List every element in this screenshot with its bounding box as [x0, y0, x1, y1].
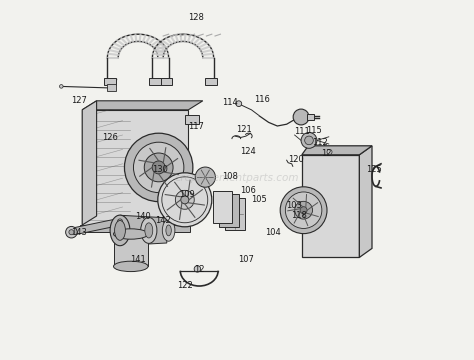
Text: 125: 125	[366, 165, 382, 174]
Polygon shape	[82, 101, 203, 110]
Polygon shape	[82, 101, 97, 225]
Ellipse shape	[113, 229, 148, 239]
Text: 120: 120	[289, 154, 304, 163]
Circle shape	[114, 216, 126, 227]
Text: ereplacementparts.com: ereplacementparts.com	[175, 173, 299, 183]
Bar	[219, 194, 239, 227]
Polygon shape	[120, 215, 167, 246]
Circle shape	[60, 85, 63, 88]
Text: 111: 111	[294, 127, 310, 136]
Ellipse shape	[162, 220, 175, 241]
Circle shape	[69, 230, 74, 235]
Text: 141: 141	[130, 256, 146, 264]
Text: 140: 140	[135, 212, 151, 221]
Text: 108: 108	[223, 172, 238, 181]
Circle shape	[152, 161, 165, 174]
Circle shape	[125, 133, 193, 202]
Circle shape	[65, 226, 77, 238]
Bar	[225, 198, 245, 230]
Circle shape	[285, 192, 322, 229]
Circle shape	[118, 219, 122, 224]
Text: 103: 103	[286, 201, 302, 210]
Text: 118: 118	[291, 211, 307, 220]
Text: 128: 128	[188, 13, 203, 22]
Bar	[104, 78, 117, 85]
Text: 116: 116	[254, 94, 270, 104]
Text: 143: 143	[72, 228, 87, 237]
Text: 107: 107	[238, 256, 254, 264]
Text: 12: 12	[194, 265, 204, 274]
Circle shape	[175, 190, 194, 209]
Circle shape	[158, 173, 212, 227]
Circle shape	[280, 187, 327, 234]
Circle shape	[301, 132, 317, 148]
Ellipse shape	[110, 215, 130, 246]
Circle shape	[300, 207, 307, 214]
Ellipse shape	[166, 225, 171, 236]
Text: 122: 122	[177, 281, 192, 289]
Bar	[302, 155, 359, 257]
Text: 106: 106	[240, 186, 256, 194]
Ellipse shape	[113, 261, 148, 271]
Circle shape	[194, 266, 201, 272]
Circle shape	[293, 109, 309, 125]
Bar	[108, 84, 117, 91]
Bar	[205, 78, 217, 85]
Bar	[160, 78, 172, 85]
Circle shape	[181, 196, 189, 204]
Text: 12: 12	[321, 149, 331, 158]
Circle shape	[144, 153, 173, 182]
Text: 127: 127	[71, 96, 87, 105]
Ellipse shape	[115, 220, 126, 240]
Text: 117: 117	[188, 122, 203, 131]
Text: 109: 109	[180, 190, 195, 199]
Ellipse shape	[145, 223, 153, 238]
Polygon shape	[359, 146, 372, 257]
Circle shape	[295, 201, 312, 219]
Text: 104: 104	[265, 228, 281, 237]
Text: 112: 112	[312, 138, 328, 147]
Circle shape	[195, 167, 215, 187]
Bar	[82, 110, 188, 225]
Text: 130: 130	[152, 165, 167, 174]
Circle shape	[327, 149, 332, 154]
Text: 105: 105	[251, 194, 266, 203]
Bar	[149, 78, 162, 85]
Circle shape	[236, 101, 242, 107]
Polygon shape	[302, 146, 372, 155]
Polygon shape	[81, 225, 190, 232]
Bar	[212, 191, 232, 223]
Bar	[185, 115, 199, 124]
Text: 114: 114	[222, 98, 237, 107]
Bar	[113, 234, 148, 266]
Text: 142: 142	[155, 216, 171, 225]
Circle shape	[134, 142, 184, 193]
Bar	[307, 114, 314, 120]
Circle shape	[305, 136, 313, 145]
Polygon shape	[70, 218, 122, 236]
Ellipse shape	[141, 217, 157, 243]
Text: 121: 121	[236, 125, 251, 134]
Text: 124: 124	[240, 148, 255, 156]
Text: 115: 115	[307, 126, 322, 135]
Text: 126: 126	[102, 133, 118, 142]
